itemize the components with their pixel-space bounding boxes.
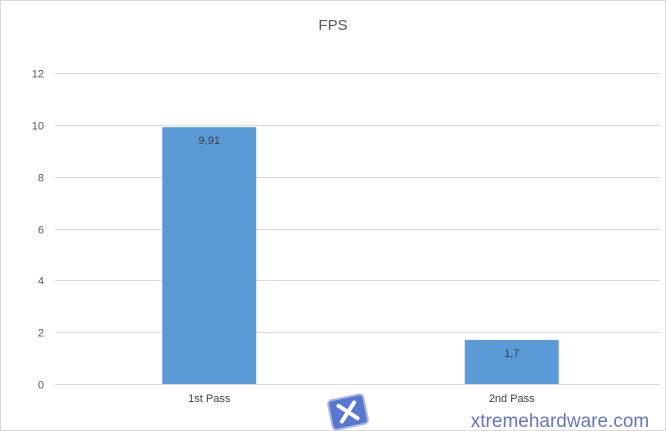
- bar: [464, 339, 559, 384]
- chart-title: FPS: [318, 17, 347, 34]
- y-tick-label: 12: [32, 69, 44, 81]
- x-category-label: 2nd Pass: [489, 393, 535, 405]
- data-label: 1,7: [504, 348, 519, 360]
- y-tick-label: 8: [38, 173, 44, 185]
- y-tick-label: 10: [32, 121, 44, 133]
- bar: [162, 127, 257, 384]
- y-tick-label: 2: [38, 328, 44, 340]
- x-category-label: 1st Pass: [188, 393, 231, 405]
- y-tick-label: 0: [38, 380, 44, 392]
- y-tick-label: 4: [38, 276, 44, 288]
- y-tick-label: 6: [38, 225, 44, 237]
- watermark-text: xtremehardware.com: [471, 411, 649, 431]
- watermark-logo: xtremehardware.com: [327, 393, 649, 431]
- data-label: 9,91: [199, 135, 220, 147]
